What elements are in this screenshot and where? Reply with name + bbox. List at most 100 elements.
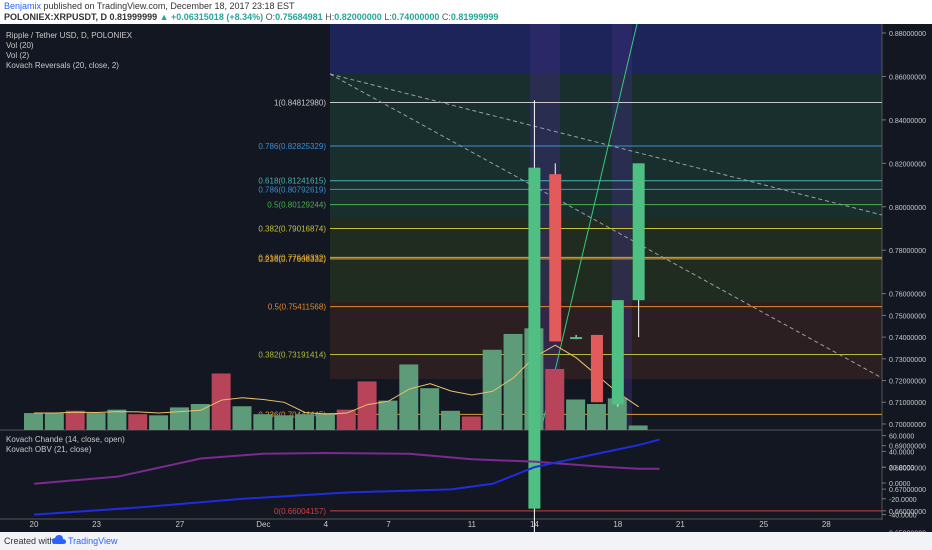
volume-bar	[482, 349, 502, 430]
created-with-text: Created with	[4, 536, 55, 546]
volume-bar	[149, 415, 169, 430]
volume-bar	[586, 404, 606, 430]
fib-label: 0.382(0.73191414)	[258, 350, 326, 359]
fib-label: 0.5(0.75411568)	[268, 303, 326, 312]
price-tick-label: 0.80000000	[889, 205, 926, 212]
open-value: 0.75684981	[275, 12, 323, 22]
price-tick-label: 0.70000000	[889, 422, 926, 429]
symbol-label: POLONIEX:XRPUSDT, D	[4, 12, 108, 22]
fib-label: 0(0.66004157)	[274, 507, 326, 516]
candle-body	[632, 163, 645, 301]
candlesticks	[528, 100, 645, 532]
price-tick-label: 0.76000000	[889, 292, 926, 299]
volume-bar	[336, 409, 356, 430]
legend-vol2: Vol (2)	[6, 51, 29, 60]
volume-bar	[24, 413, 43, 430]
indicator-lines	[33, 438, 660, 516]
time-tick-label: 7	[386, 520, 391, 529]
legend-kovach-chande: Kovach Chande (14, close, open)	[6, 435, 125, 444]
fib-zone-middle	[330, 218, 882, 302]
trend-lines	[329, 24, 883, 431]
volume-bar	[607, 398, 627, 430]
indicator-tick-label: -40.0000	[889, 513, 917, 520]
legend-vol20: Vol (20)	[6, 41, 34, 50]
volume-bar	[274, 415, 294, 430]
open-label: O:	[265, 12, 276, 22]
author-link[interactable]: Benjamix	[4, 1, 42, 11]
candle-body	[528, 167, 541, 509]
price-tick-label: 0.82000000	[889, 161, 926, 168]
price-tick-label: 0.72000000	[889, 379, 926, 386]
volume-bar	[211, 373, 231, 430]
fib-zone-top	[330, 24, 882, 74]
fib-label: 0.5(0.80129244)	[267, 201, 326, 210]
last-price: 0.81999999	[109, 12, 158, 22]
footer-bar: Created with TradingView	[0, 532, 932, 550]
trendline-lower[interactable]	[329, 73, 883, 379]
trendline-upper[interactable]	[329, 73, 883, 216]
legend-kovach-reversals: Kovach Reversals (20, close, 2)	[6, 61, 119, 70]
fib-label: 0.382(0.79016874)	[258, 224, 326, 233]
time-tick-label: 28	[822, 520, 831, 529]
time-tick-label: Dec	[256, 520, 270, 529]
publication-line: Benjamix published on TradingView.com, D…	[4, 1, 295, 11]
volume-bar	[357, 381, 377, 430]
time-tick-label: 23	[92, 520, 101, 529]
trendline-breakout[interactable]	[540, 24, 638, 431]
price-chart[interactable]: 1(0.84812980) 0.786(0.82825329) 0.618(0.81…	[0, 24, 932, 532]
price-tick-label: 0.68000000	[889, 465, 926, 472]
price-tick-label: 0.67000000	[889, 487, 926, 494]
publication-text: published on TradingView.com, December 1…	[41, 1, 295, 11]
fib-label: 1(0.84812980)	[274, 99, 326, 108]
indicator-tick-label: 0.0000	[889, 481, 911, 488]
price-axis: 0.88000000 0.86000000 0.84000000 0.82000000…	[882, 31, 926, 532]
fib-label: 0.786(0.82825329)	[258, 142, 326, 151]
volume-bar	[128, 414, 148, 430]
candle-body	[570, 337, 583, 340]
time-tick-label: 21	[676, 520, 685, 529]
low-label: L:	[384, 12, 392, 22]
time-tick-label: 4	[324, 520, 329, 529]
volume-bar	[232, 406, 252, 430]
volume-bar	[378, 400, 398, 430]
indicator-tick-label: -20.0000	[889, 497, 917, 504]
price-tick-label: 0.86000000	[889, 74, 926, 81]
volume-bar	[190, 404, 210, 430]
volume-bar	[461, 416, 481, 430]
volume-bar	[169, 407, 189, 430]
time-tick-label: 20	[30, 520, 39, 529]
price-tick-label: 0.69000000	[889, 444, 926, 451]
volume-bar	[566, 399, 586, 430]
cloud-icon	[52, 535, 66, 544]
fib-zone-lower	[330, 302, 882, 379]
time-tick-label: 11	[468, 520, 477, 529]
price-change: ▲ +0.06315018 (+8.34%)	[159, 12, 264, 22]
price-tick-label: 0.75000000	[889, 313, 926, 320]
time-tick-label: 14	[530, 520, 539, 529]
price-tick-label: 0.73000000	[889, 357, 926, 364]
volume-bar	[107, 409, 127, 430]
volume-bar	[399, 364, 419, 430]
volume-bar	[86, 413, 106, 430]
time-axis: 20 23 27 Dec 4 7 11 14 18 21 25 28	[30, 520, 832, 529]
indicator-axis: 60.0000 40.0000 20.0000 0.0000 -20.0000 -40.0…	[882, 434, 917, 520]
candle-body	[549, 174, 562, 342]
kovach-chande-line	[33, 451, 660, 485]
candle-body	[590, 334, 603, 403]
volume-bar	[315, 413, 335, 430]
price-tick-label: 0.84000000	[889, 118, 926, 125]
high-label: H:	[325, 12, 335, 22]
fib-label: 0.618(0.81241615)	[258, 177, 326, 186]
indicator-tick-label: 60.0000	[889, 434, 914, 441]
indicator-tick-label: 40.0000	[889, 449, 914, 456]
low-value: 0.74000000	[391, 12, 440, 22]
volume-bar	[65, 410, 85, 430]
fib-label: 0.786(0.80792619)	[258, 185, 326, 194]
price-tick-label: 0.88000000	[889, 31, 926, 38]
fib-label: 0.236(0.77608332)	[258, 255, 326, 264]
volume-bar	[44, 413, 64, 430]
volume-bar	[253, 414, 273, 430]
tradingview-link[interactable]: TradingView	[68, 536, 118, 546]
candle-body	[611, 300, 624, 405]
time-tick-label: 27	[175, 520, 184, 529]
